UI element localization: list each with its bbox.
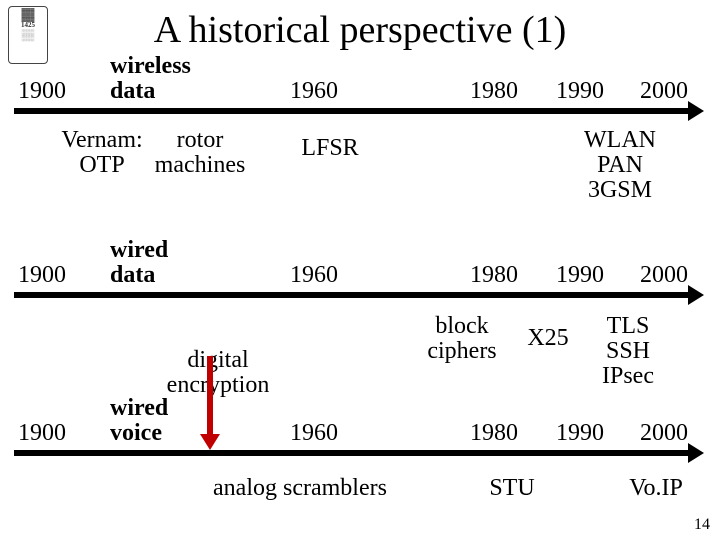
digital-encryption-arrow	[207, 356, 213, 436]
timeline-year: 1990	[556, 262, 604, 289]
timeline-year: 2000	[640, 420, 688, 447]
timeline-year: 1960	[290, 262, 338, 289]
row-label: wirelessdata	[110, 54, 191, 104]
timeline-year: 1990	[556, 78, 604, 105]
timeline-item: Vo.IP	[629, 476, 683, 501]
timeline-bar	[14, 292, 690, 298]
timeline-bar	[14, 108, 690, 114]
row-label: wiredvoice	[110, 396, 168, 446]
timeline-item: TLS SSHIPsec	[582, 314, 674, 390]
timeline-year: 1900	[18, 262, 66, 289]
timeline-year: 2000	[640, 262, 688, 289]
timeline-year: 1990	[556, 420, 604, 447]
timeline-year: 1900	[18, 78, 66, 105]
timeline-year: 1960	[290, 78, 338, 105]
timeline-item: blockciphers	[427, 314, 496, 364]
row-label: wireddata	[110, 238, 168, 288]
timeline-year: 1980	[470, 420, 518, 447]
timeline-year: 1980	[470, 262, 518, 289]
timeline-year: 1960	[290, 420, 338, 447]
slide-number: 14	[694, 516, 710, 534]
slide-title: A historical perspective (1)	[0, 8, 720, 52]
timeline-year: 1980	[470, 78, 518, 105]
timeline-year: 2000	[640, 78, 688, 105]
timeline-item: STU	[489, 476, 534, 501]
timeline-item: X25	[527, 326, 568, 351]
timeline-item: digitalencryption	[167, 348, 270, 398]
timeline-item: Vernam:OTP	[61, 128, 142, 178]
timeline-item: LFSR	[301, 136, 358, 161]
timeline-bar	[14, 450, 690, 456]
timeline-item: rotormachines	[155, 128, 246, 178]
timeline-item: analog scramblers	[213, 476, 387, 501]
timeline-item: WLANPAN3GSM	[584, 128, 656, 204]
timeline-year: 1900	[18, 420, 66, 447]
